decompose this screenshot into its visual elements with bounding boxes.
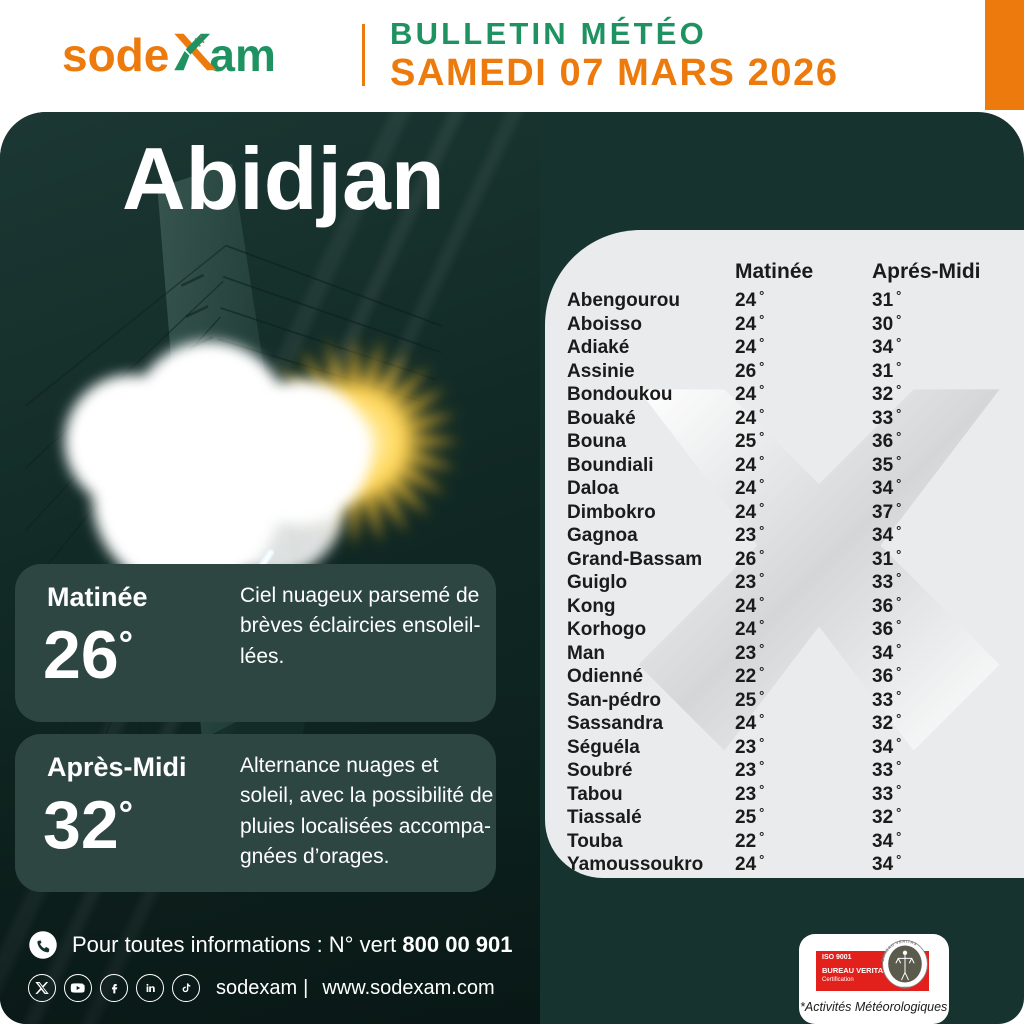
svg-text:1828: 1828: [901, 986, 909, 990]
